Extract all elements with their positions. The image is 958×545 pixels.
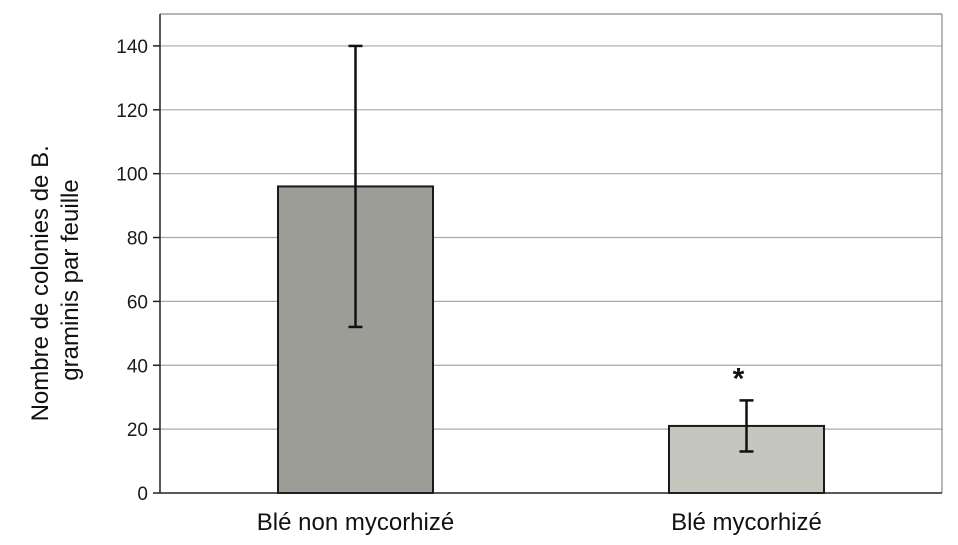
- y-tick-label: 0: [137, 484, 148, 505]
- bars: [277, 185, 825, 494]
- x-category-label: Blé non mycorhizé: [257, 509, 454, 536]
- y-axis-ticks: 0 20 40 60 80 100 120 140: [116, 37, 160, 505]
- y-tick-label: 100: [116, 165, 148, 186]
- annotations: *: [733, 362, 745, 395]
- y-tick-label: 120: [116, 101, 148, 122]
- y-axis-label: Nombre de colonies de B. graminis par fe…: [27, 139, 84, 422]
- significance-marker: *: [733, 362, 745, 395]
- x-category-label: Blé mycorhizé: [671, 509, 822, 536]
- y-tick-label: 80: [127, 229, 148, 250]
- y-tick-label: 40: [127, 356, 148, 377]
- y-axis-label-line-1: Nombre de colonies de B.: [27, 145, 54, 421]
- error-bars: [348, 44, 754, 453]
- axes: [159, 13, 943, 494]
- y-tick-label: 20: [127, 420, 148, 441]
- y-tick-label: 60: [127, 292, 148, 313]
- y-tick-label: 140: [116, 37, 148, 58]
- y-axis-label-line-2: graminis par feuille: [57, 179, 84, 380]
- category-labels: Blé non mycorhizé Blé mycorhizé: [257, 509, 822, 536]
